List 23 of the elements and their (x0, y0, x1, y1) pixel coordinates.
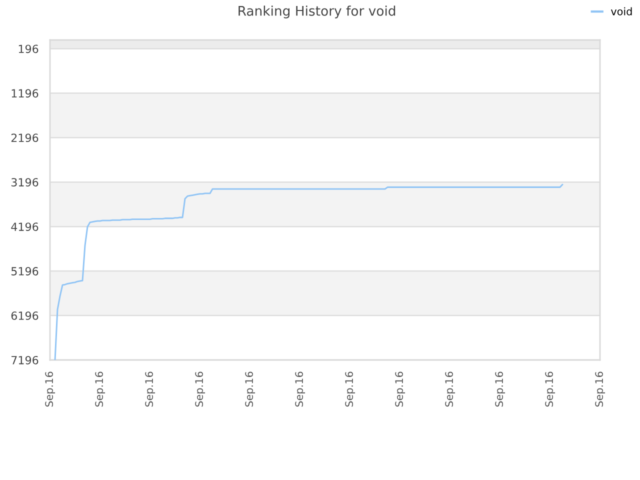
x-tick-label: Sep.16 (195, 372, 206, 407)
x-tick-label: Sep.16 (495, 372, 506, 407)
x-tick-label: Sep.16 (595, 372, 606, 407)
y-tick-label: 2196 (11, 134, 38, 142)
y-tick-label: 7196 (12, 356, 38, 364)
x-tick-label: Sep.16 (445, 372, 456, 407)
x-tick-label: Sep.16 (95, 372, 106, 407)
y-tick-label: 6196 (11, 312, 38, 320)
legend-label: void (610, 7, 632, 16)
x-tick-label: Sep.16 (45, 372, 56, 407)
x-tick-label: Sep.16 (295, 372, 306, 407)
x-tick-label: Sep.16 (245, 372, 256, 407)
y-tick-label: 4196 (11, 222, 38, 231)
x-tick-label: Sep.16 (145, 372, 156, 407)
x-tick-label: Sep.16 (395, 372, 406, 407)
x-tick-label: Sep.16 (545, 372, 556, 407)
chart-title: Ranking History for void (238, 6, 396, 18)
y-tick-label: 3196 (11, 178, 38, 187)
y-tick-label: 1196 (12, 89, 38, 98)
y-tick-label: 196 (18, 44, 38, 54)
y-tick-label: 5196 (11, 267, 38, 276)
x-tick-label: Sep.16 (345, 372, 356, 407)
line-series (54, 184, 564, 360)
